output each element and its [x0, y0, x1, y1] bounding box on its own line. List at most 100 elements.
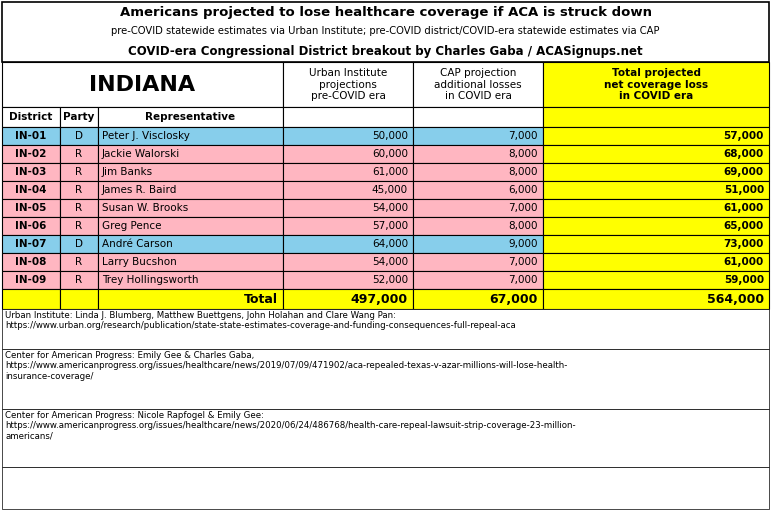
Text: 61,000: 61,000 [724, 257, 764, 267]
Text: R: R [76, 221, 82, 231]
Bar [543, 145, 769, 163]
Bar [283, 271, 413, 289]
Text: COVID-era Congressional District breakout by Charles Gaba / ACASignups.net: COVID-era Congressional District breakou… [128, 44, 643, 58]
Text: R: R [76, 185, 82, 195]
Text: IN-04: IN-04 [15, 185, 47, 195]
Bar [283, 145, 413, 163]
Text: D: D [75, 131, 83, 141]
Text: Party: Party [63, 112, 95, 122]
Bar [413, 181, 543, 199]
Text: Jackie Walorski: Jackie Walorski [102, 149, 180, 159]
Text: Urban Institute
projections
pre-COVID era: Urban Institute projections pre-COVID er… [309, 68, 387, 101]
Text: 68,000: 68,000 [724, 149, 764, 159]
Text: 6,000: 6,000 [509, 185, 538, 195]
Bar [413, 163, 543, 181]
Text: 52,000: 52,000 [372, 275, 408, 285]
Text: IN-03: IN-03 [15, 167, 47, 177]
Text: 61,000: 61,000 [724, 203, 764, 213]
Bar [283, 289, 413, 309]
Bar [2, 409, 769, 467]
Bar [2, 107, 60, 127]
Bar [413, 107, 543, 127]
Bar [413, 62, 543, 107]
Bar [543, 199, 769, 217]
Text: IN-02: IN-02 [15, 149, 47, 159]
Text: 9,000: 9,000 [509, 239, 538, 249]
Bar [98, 271, 283, 289]
Bar [543, 271, 769, 289]
Bar [98, 181, 283, 199]
Bar [98, 127, 283, 145]
Bar [2, 181, 60, 199]
Text: 60,000: 60,000 [372, 149, 408, 159]
Bar [2, 235, 60, 253]
Text: Total projected
net coverage loss
in COVID era: Total projected net coverage loss in COV… [604, 68, 708, 101]
Bar [60, 199, 98, 217]
Bar [283, 235, 413, 253]
Bar [543, 107, 769, 127]
Text: James R. Baird: James R. Baird [102, 185, 177, 195]
Text: IN-06: IN-06 [15, 221, 47, 231]
Bar [2, 62, 283, 107]
Text: Center for American Progress: Emily Gee & Charles Gaba,
https://www.americanprog: Center for American Progress: Emily Gee … [5, 351, 567, 381]
Bar [413, 127, 543, 145]
Bar [2, 289, 60, 309]
Bar [60, 127, 98, 145]
Bar [60, 163, 98, 181]
Text: R: R [76, 203, 82, 213]
Bar [98, 163, 283, 181]
Text: 8,000: 8,000 [509, 221, 538, 231]
Text: R: R [76, 149, 82, 159]
Bar [2, 127, 60, 145]
Text: pre-COVID statewide estimates via Urban Institute; pre-COVID district/COVID-era : pre-COVID statewide estimates via Urban … [111, 26, 660, 36]
Bar [98, 253, 283, 271]
Bar [2, 271, 60, 289]
Bar [543, 253, 769, 271]
Bar [283, 107, 413, 127]
Bar [543, 235, 769, 253]
Bar [98, 217, 283, 235]
Text: 54,000: 54,000 [372, 203, 408, 213]
Text: 57,000: 57,000 [372, 221, 408, 231]
Bar [2, 467, 769, 509]
Text: INDIANA: INDIANA [89, 75, 196, 95]
Text: 7,000: 7,000 [509, 131, 538, 141]
Bar [543, 62, 769, 107]
Text: 564,000: 564,000 [707, 292, 764, 306]
Text: IN-07: IN-07 [15, 239, 47, 249]
Text: 51,000: 51,000 [724, 185, 764, 195]
Text: Center for American Progress: Nicole Rapfogel & Emily Gee:
https://www.americanp: Center for American Progress: Nicole Rap… [5, 411, 576, 441]
Text: 64,000: 64,000 [372, 239, 408, 249]
Text: 8,000: 8,000 [509, 149, 538, 159]
Bar [60, 271, 98, 289]
Text: Greg Pence: Greg Pence [102, 221, 161, 231]
Bar [60, 289, 98, 309]
Bar [60, 217, 98, 235]
Bar [283, 62, 413, 107]
Bar [98, 107, 283, 127]
Text: 50,000: 50,000 [372, 131, 408, 141]
Text: 7,000: 7,000 [509, 257, 538, 267]
Text: D: D [75, 239, 83, 249]
Bar [413, 235, 543, 253]
Text: 8,000: 8,000 [509, 167, 538, 177]
Bar [413, 289, 543, 309]
Text: 7,000: 7,000 [509, 203, 538, 213]
Text: Total: Total [244, 292, 278, 306]
Text: 61,000: 61,000 [372, 167, 408, 177]
Text: Jim Banks: Jim Banks [102, 167, 153, 177]
Bar [98, 199, 283, 217]
Bar [60, 107, 98, 127]
Text: 7,000: 7,000 [509, 275, 538, 285]
Text: 57,000: 57,000 [724, 131, 764, 141]
Bar [98, 145, 283, 163]
Bar [98, 289, 283, 309]
Bar [2, 309, 769, 349]
Bar [2, 253, 60, 271]
Bar [413, 145, 543, 163]
Text: IN-09: IN-09 [15, 275, 46, 285]
Text: 45,000: 45,000 [372, 185, 408, 195]
Bar [283, 163, 413, 181]
Text: 69,000: 69,000 [724, 167, 764, 177]
Text: Urban Institute: Linda J. Blumberg, Matthew Buettgens, John Holahan and Clare Wa: Urban Institute: Linda J. Blumberg, Matt… [5, 311, 516, 331]
